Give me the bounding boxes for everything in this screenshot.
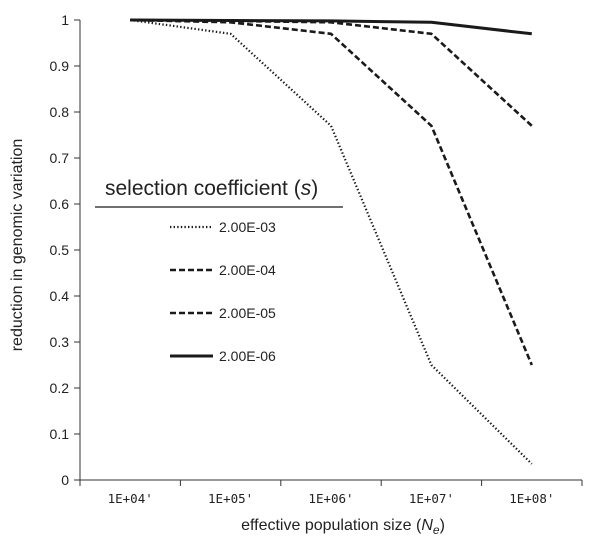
legend-title-close: ) bbox=[311, 177, 318, 200]
y-tick-label: 0.2 bbox=[50, 380, 70, 396]
legend-items: 2.00E-03 2.00E-04 2.00E-05 2.00E-06 bbox=[170, 219, 276, 364]
y-tick-label: 0.7 bbox=[50, 150, 70, 166]
x-axis-ticks: 1E+04' 1E+05' 1E+06' 1E+07' 1E+08' bbox=[79, 480, 583, 506]
x-tick-label: 1E+06' bbox=[308, 491, 353, 506]
x-axis-title-close: ) bbox=[440, 517, 445, 534]
series-line-1 bbox=[130, 18, 533, 465]
y-tick-label: 0.9 bbox=[50, 58, 70, 74]
series-line-4 bbox=[130, 18, 532, 36]
x-tick-label: 1E+07' bbox=[409, 491, 454, 506]
y-tick-label: 0.5 bbox=[50, 242, 70, 258]
x-tick-label: 1E+04' bbox=[108, 491, 153, 506]
y-tick-label: 0 bbox=[61, 472, 69, 488]
y-axis-title: reduction in genomic variation bbox=[9, 139, 26, 352]
legend: selection coefficient (s) 2.00E-032.00E-… bbox=[95, 177, 343, 364]
x-axis-title: effective population size (Ne) bbox=[241, 517, 445, 537]
x-axis-title-main: effective population size ( bbox=[241, 517, 422, 534]
x-tick-label: 1E+08' bbox=[509, 491, 554, 506]
series-line-3 bbox=[130, 18, 533, 127]
y-tick-label: 0.8 bbox=[50, 104, 70, 120]
y-axis-ticks: 0 0.1 0.2 0.3 0.4 0.5 0.6 0.7 0.8 0.9 1 bbox=[50, 12, 80, 488]
x-axis-title-variable: N bbox=[421, 517, 433, 534]
y-tick-label: 1 bbox=[61, 12, 69, 28]
x-tick-label: 1E+05' bbox=[208, 491, 253, 506]
legend-title: selection coefficient (s) bbox=[105, 177, 318, 200]
y-tick-label: 0.6 bbox=[50, 196, 70, 212]
y-tick-label: 0.1 bbox=[50, 426, 70, 442]
legend-label-1: 2.00E-03 bbox=[219, 219, 276, 235]
legend-title-variable: s bbox=[301, 177, 312, 200]
x-axis-title-subscript: e bbox=[433, 523, 440, 537]
legend-title-main: selection coefficient ( bbox=[105, 177, 301, 200]
series-lines bbox=[130, 18, 533, 465]
legend-label-4: 2.00E-06 bbox=[219, 348, 276, 364]
y-tick-label: 0.4 bbox=[50, 288, 70, 304]
y-tick-label: 0.3 bbox=[50, 334, 70, 350]
legend-label-3: 2.00E-05 bbox=[219, 305, 276, 321]
legend-label-2: 2.00E-04 bbox=[219, 262, 276, 278]
